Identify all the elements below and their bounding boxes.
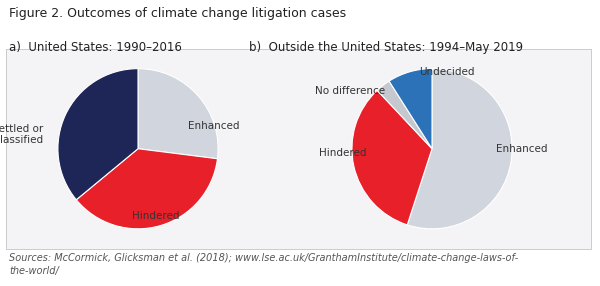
Text: Enhanced: Enhanced (496, 144, 548, 154)
Wedge shape (138, 69, 218, 159)
Text: Figure 2. Outcomes of climate change litigation cases: Figure 2. Outcomes of climate change lit… (9, 7, 346, 20)
Text: No difference: No difference (316, 86, 386, 96)
Wedge shape (407, 69, 512, 229)
Wedge shape (76, 149, 217, 229)
Text: Settled or
unclassified: Settled or unclassified (0, 124, 44, 145)
Text: Hindered: Hindered (132, 211, 179, 221)
Text: b)  Outside the United States: 1994–May 2019: b) Outside the United States: 1994–May 2… (249, 41, 523, 54)
Text: Undecided: Undecided (419, 67, 474, 77)
Wedge shape (58, 69, 138, 200)
Text: Hindered: Hindered (319, 148, 367, 158)
Text: Enhanced: Enhanced (188, 121, 239, 131)
Wedge shape (389, 69, 432, 149)
Text: a)  United States: 1990–2016: a) United States: 1990–2016 (9, 41, 182, 54)
Wedge shape (352, 90, 432, 225)
Text: Sources: McCormick, Glicksman et al. (2018); www.lse.ac.uk/GranthamInstitute/cli: Sources: McCormick, Glicksman et al. (20… (9, 253, 518, 276)
Wedge shape (377, 81, 432, 149)
